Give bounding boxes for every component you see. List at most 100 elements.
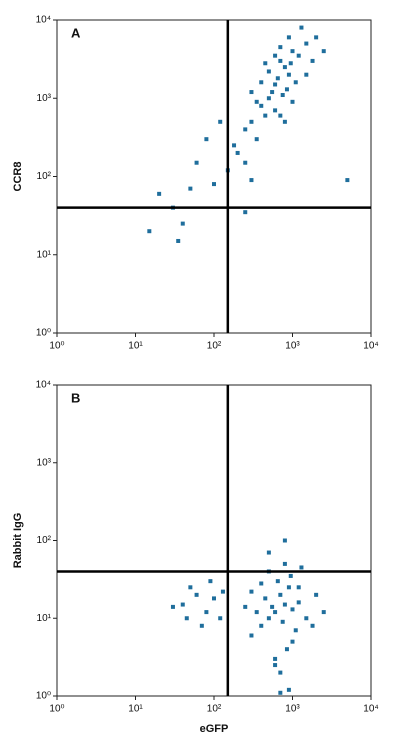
y-tick-label: 10³ [37,93,52,104]
event-dot [310,623,315,628]
event-dot [188,585,193,590]
event-dot [259,623,264,628]
event-dot [147,229,152,234]
y-tick-label: 10² [37,171,52,182]
event-dot [280,619,285,624]
event-dot [278,45,283,50]
event-dot [273,82,278,87]
event-dot [278,113,283,118]
x-tick-label: 10⁴ [363,341,378,352]
event-dot [266,69,271,74]
event-dot [235,150,240,155]
y-tick-label: 10⁰ [36,691,51,702]
event-dot [286,35,291,40]
event-dot [170,604,175,609]
event-dot [273,610,278,615]
y-axis-label: CCR8 [12,162,24,192]
event-dot [321,49,326,54]
event-dot [243,160,248,165]
event-dot [345,178,350,183]
event-dot [220,589,225,594]
event-dot [232,143,237,148]
event-dot [282,538,287,543]
event-dot [282,602,287,607]
event-dot [314,592,319,597]
event-dot [314,35,319,40]
event-dot [304,41,309,46]
event-dot [254,137,259,142]
event-dot [212,596,216,601]
plot-frame [56,384,372,697]
y-tick-label: 10⁰ [36,328,51,339]
event-dot [184,616,189,621]
event-dot [293,628,298,633]
x-axis-label: eGFP [200,723,229,735]
event-dot [278,670,283,675]
event-dot [284,647,289,652]
event-dot [310,58,315,63]
y-tick-label: 10¹ [37,613,52,624]
x-tick-label: 10⁰ [49,704,64,715]
event-dot [180,221,185,226]
event-dot [273,108,278,113]
event-dot [278,592,283,597]
event-dot [290,639,295,644]
event-dot [194,160,199,165]
event-dot [304,616,309,621]
event-dot [176,238,181,243]
y-axis-label: Rabbit IgG [12,513,24,569]
x-tick-label: 10¹ [128,341,143,352]
event-dot [288,573,293,578]
event-dot [280,93,285,98]
event-dot [218,616,223,621]
event-dot [290,99,295,104]
event-dot [243,604,248,609]
y-tick-label: 10² [37,535,52,546]
event-dot [273,53,278,58]
y-tick-label: 10⁴ [36,380,51,391]
event-dot [254,99,259,104]
event-dot [275,579,280,584]
event-dot [249,119,254,124]
event-dot [278,690,283,695]
event-dot [282,65,287,70]
event-dot [286,585,291,590]
event-dot [249,589,254,594]
event-dot [275,76,280,81]
event-dot [296,585,301,590]
event-dot [278,58,283,63]
event-dot [259,581,264,586]
event-dot [249,633,254,638]
event-dot [284,87,289,92]
event-dot [199,623,204,628]
event-dot [273,656,278,661]
panel-label: A [71,25,81,40]
event-dot [263,596,268,601]
x-tick-label: 10³ [285,341,300,352]
event-dot [290,607,295,612]
y-tick-label: 10³ [37,457,52,468]
event-dot [218,119,223,124]
panel-label: B [71,390,80,405]
event-dot [270,604,275,609]
event-dot [208,579,213,584]
event-dot [194,592,199,597]
event-dot [321,610,326,615]
event-dot [259,103,264,108]
event-dot [254,610,259,615]
event-dot [273,663,278,668]
x-tick-label: 10⁰ [49,341,64,352]
x-tick-label: 10² [207,704,222,715]
event-dot [249,178,254,183]
event-dot [266,616,271,621]
y-tick-label: 10⁴ [36,15,51,26]
event-dot [259,80,264,85]
event-dot [188,186,193,191]
event-dot [157,191,162,196]
x-tick-label: 10⁴ [363,704,378,715]
x-tick-label: 10³ [285,704,300,715]
event-dot [299,565,304,570]
event-dot [282,119,287,124]
event-dot [180,602,185,607]
